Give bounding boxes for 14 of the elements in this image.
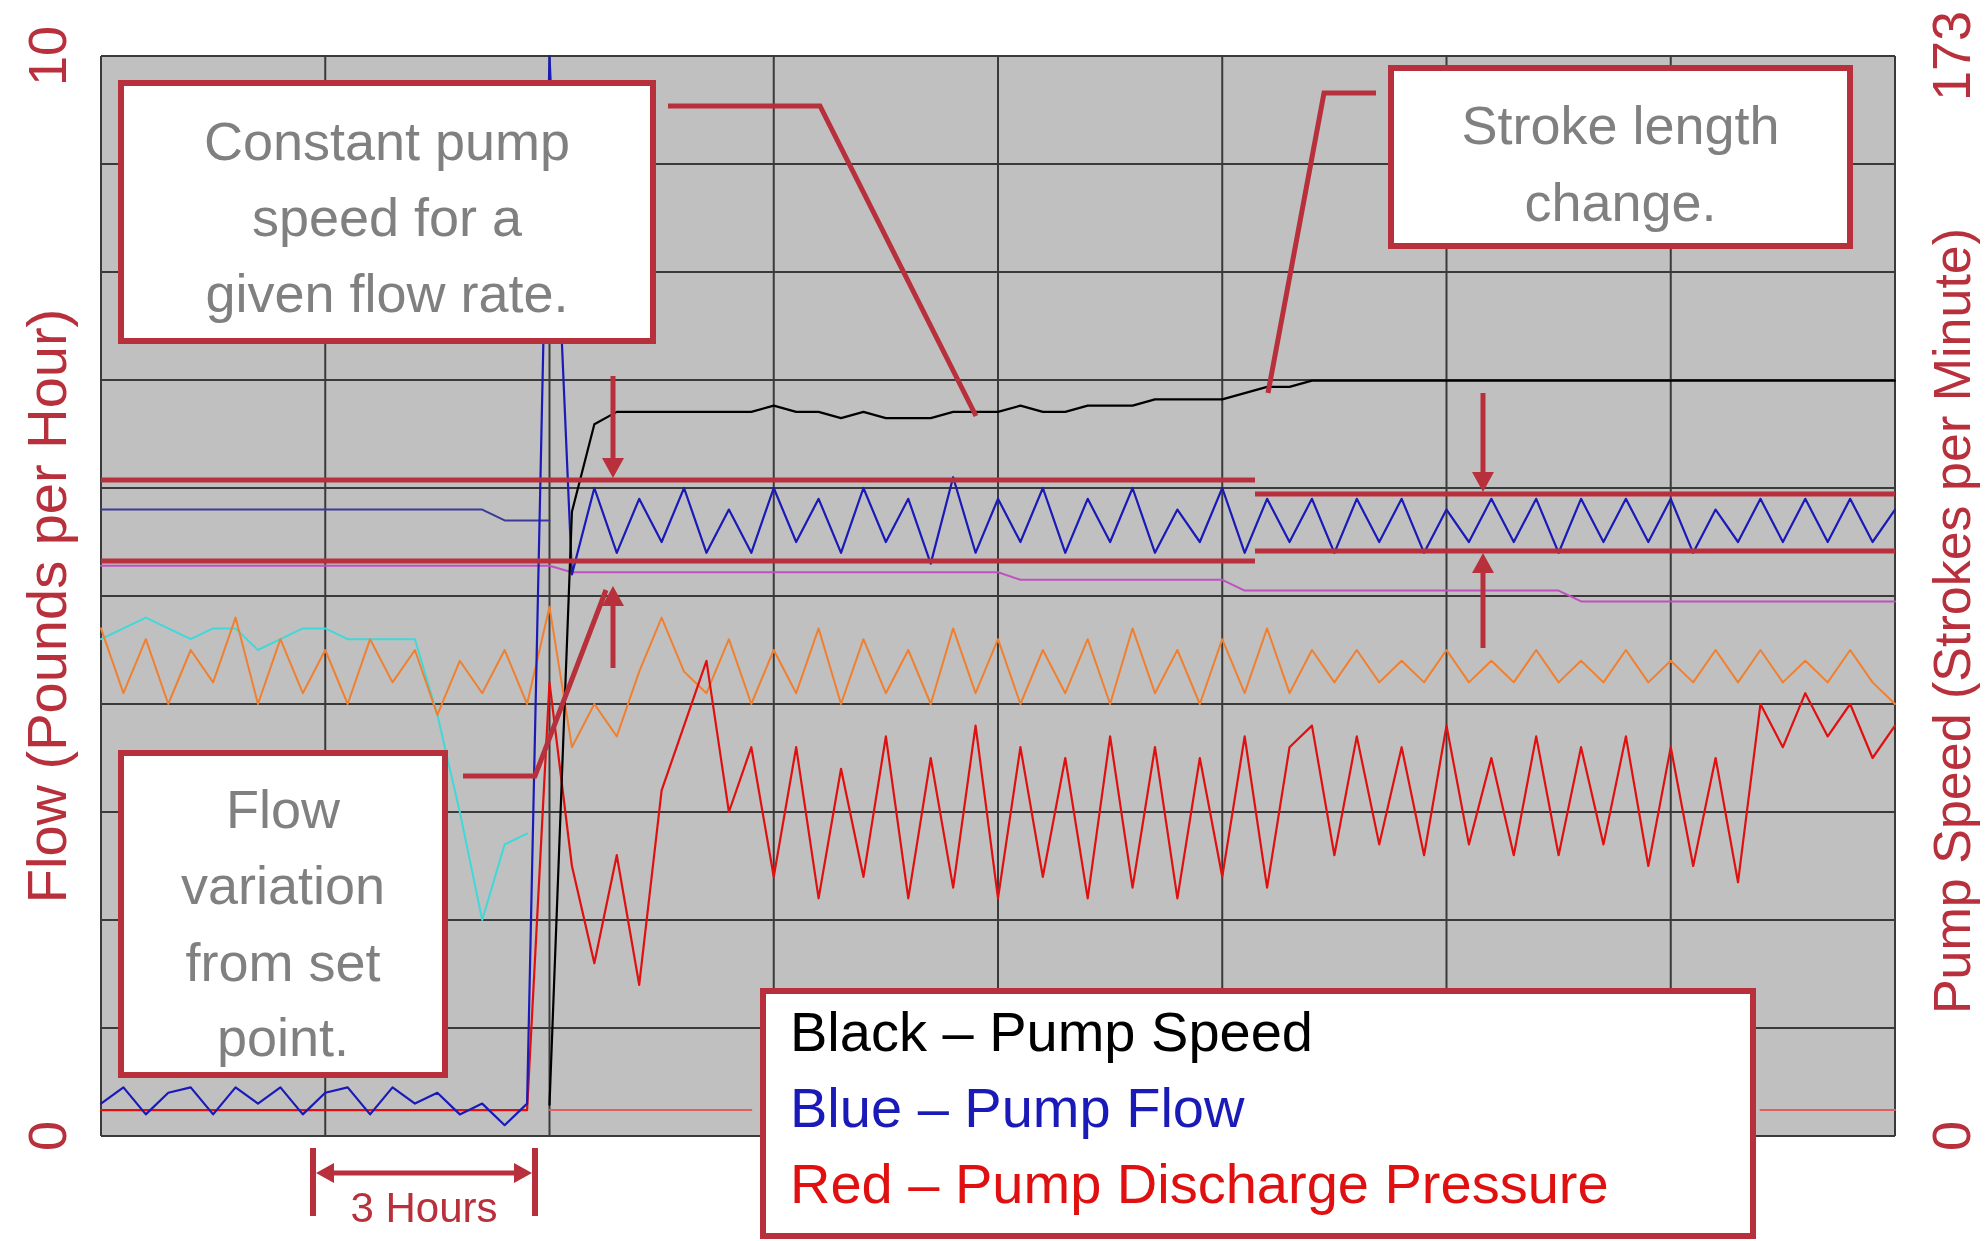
- text: Blue – Pump Flow: [790, 1076, 1245, 1139]
- y-axis-title: Flow (Pounds per Hour): [15, 308, 78, 904]
- annotation: Constant pump speed for a given flow rate.: [203, 111, 571, 323]
- text: Red – Pump Discharge Pressure: [790, 1152, 1609, 1215]
- text: 3 Hours: [350, 1184, 498, 1231]
- text: Black – Pump Speed: [790, 1000, 1313, 1063]
- y2-tick-label: 0: [1921, 1120, 1981, 1152]
- line-series: [100, 616, 529, 921]
- y-tick-label: 10: [17, 25, 77, 87]
- y2-tick-label: 173: [1921, 10, 1981, 102]
- annotation: Stroke length change.: [1461, 95, 1780, 232]
- line-series: [100, 564, 1896, 603]
- annotation: Flow variation from set point.: [180, 779, 386, 1067]
- line-series: [100, 605, 1896, 749]
